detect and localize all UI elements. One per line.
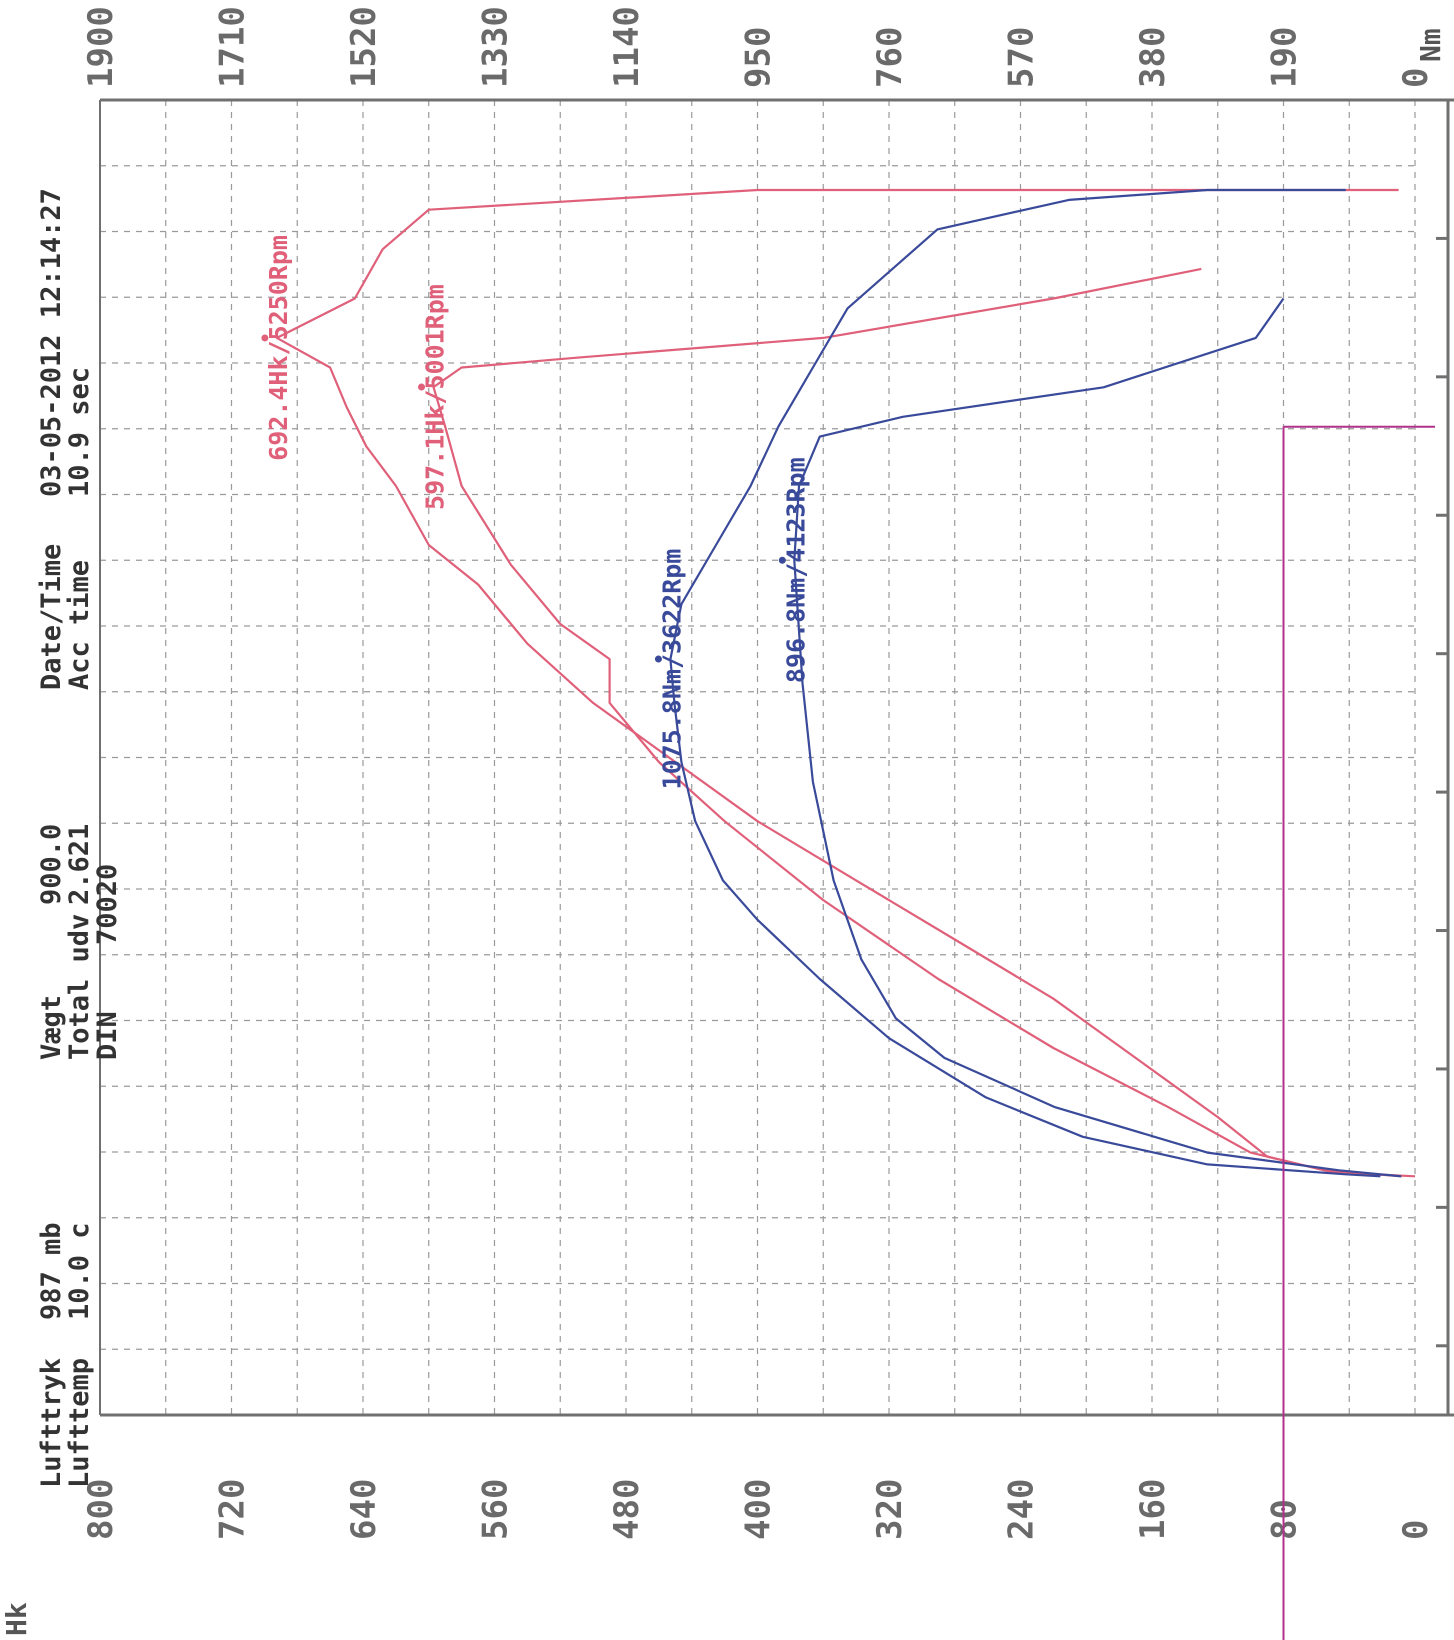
power-tick-label: 240 bbox=[1002, 1479, 1042, 1540]
peak-marker bbox=[654, 655, 662, 663]
peak-marker bbox=[778, 556, 786, 564]
info-label: Lufttryk bbox=[36, 1358, 67, 1488]
info-value: 2.621 bbox=[64, 824, 95, 905]
info-label: Total udv bbox=[64, 914, 95, 1060]
info-value: 70020 bbox=[92, 864, 123, 945]
chart-grid bbox=[99, 100, 1416, 1415]
peak-marker bbox=[418, 383, 426, 391]
power-tick-label: 560 bbox=[476, 1479, 516, 1540]
info-label: Acc time bbox=[64, 560, 95, 690]
info-label: Lufttemp bbox=[64, 1358, 95, 1488]
info-block: Lufttryk 987 mb Lufttemp 10.0 c Vægt 900.0 Tot… bbox=[36, 188, 123, 1488]
peak-labels: 692.4Hk/5250Rpm 597.1Hk/5001Rpm 1075.8Nm/3… bbox=[261, 235, 810, 789]
power-tick-label: 320 bbox=[870, 1479, 910, 1540]
power-unit-label: Hk bbox=[0, 1602, 33, 1636]
torque-tick-label: 760 bbox=[870, 27, 910, 88]
power-tick-label: 480 bbox=[607, 1479, 647, 1540]
info-value: 03-05-2012 12:14:27 bbox=[36, 188, 67, 497]
peak-label: 896.8Nm/4123Rpm bbox=[781, 457, 810, 683]
torque-curve-3 bbox=[669, 188, 1381, 1178]
peak-label: 1075.8Nm/3622Rpm bbox=[657, 549, 686, 790]
torque-tick-label: 380 bbox=[1133, 27, 1173, 88]
torque-tick-label: 1900 bbox=[81, 6, 121, 88]
info-label: DIN bbox=[92, 1011, 123, 1060]
torque-tick-label: 190 bbox=[1265, 27, 1305, 88]
info-value: 10.9 sec bbox=[64, 367, 95, 497]
info-value: 900.0 bbox=[36, 824, 67, 905]
power-tick-label: 0 bbox=[1396, 1520, 1436, 1540]
torque-tick-label: 1520 bbox=[344, 6, 384, 88]
info-value: 10.0 c bbox=[64, 1222, 95, 1320]
torque-curve-4 bbox=[793, 297, 1402, 1178]
torque-axis: 0 190 380 570 760 950 1140 1330 1520 1710 1900 Nm bbox=[81, 6, 1447, 88]
series-layer bbox=[275, 188, 1435, 1640]
chart-frame bbox=[99, 98, 1454, 1417]
power-tick-label: 800 bbox=[81, 1479, 121, 1540]
torque-unit-label: Nm bbox=[1414, 28, 1447, 62]
info-label: Vægt bbox=[36, 995, 67, 1060]
power-curve-1 bbox=[275, 188, 1416, 1178]
torque-tick-label: 570 bbox=[1002, 27, 1042, 88]
power-curve-2 bbox=[432, 267, 1402, 1178]
torque-tick-label: 1330 bbox=[476, 6, 516, 88]
info-value: 987 mb bbox=[36, 1222, 67, 1320]
torque-tick-label: 1710 bbox=[213, 6, 253, 88]
torque-tick-label: 1140 bbox=[607, 6, 647, 88]
torque-tick-label: 950 bbox=[739, 27, 779, 88]
power-tick-label: 640 bbox=[344, 1479, 384, 1540]
power-tick-label: 400 bbox=[739, 1479, 779, 1540]
power-tick-label: 720 bbox=[213, 1479, 253, 1540]
power-tick-label: 160 bbox=[1133, 1479, 1173, 1540]
peak-label: 692.4Hk/5250Rpm bbox=[264, 235, 293, 461]
peak-marker bbox=[261, 334, 269, 342]
torque-tick-label: 0 bbox=[1396, 68, 1436, 88]
peak-label: 597.1Hk/5001Rpm bbox=[421, 284, 450, 510]
info-label: Date/Time bbox=[36, 544, 67, 690]
